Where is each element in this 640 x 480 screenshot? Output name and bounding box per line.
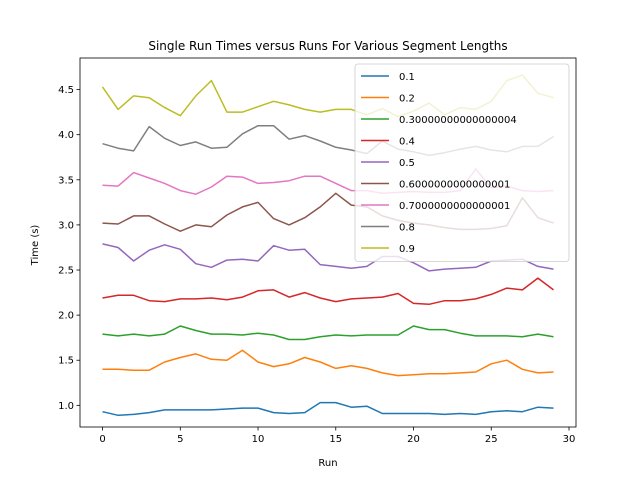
legend: 0.1 0.2 0.30000000000000004 0.4 0.5 0.6000000… (354, 63, 570, 262)
x-tick-label: 0 (99, 434, 105, 445)
series-line-4 (102, 243, 554, 272)
y-tick-label: 3.5 (58, 175, 74, 186)
legend-label-6: 0.7000000000000001 (399, 201, 510, 212)
legend-label-2: 0.30000000000000004 (399, 115, 517, 126)
series-line-3 (102, 277, 554, 306)
series-line-0 (102, 401, 554, 417)
legend-box (354, 63, 570, 262)
x-tick-label: 20 (407, 434, 420, 445)
y-tick-label: 4.5 (58, 85, 74, 96)
series-line-2 (102, 325, 554, 341)
x-tick-label: 10 (252, 434, 265, 445)
legend-label-8: 0.9 (399, 244, 415, 255)
y-axis: 1.0 1.5 2.0 2.5 3.0 3.5 4.0 4.5 (58, 85, 80, 412)
y-tick-label: 1.0 (58, 401, 74, 412)
x-axis-label: Run (318, 458, 337, 469)
y-tick-label: 2.0 (58, 311, 74, 322)
legend-label-1: 0.2 (399, 94, 415, 105)
legend-label-3: 0.4 (399, 137, 415, 148)
x-axis: 0 5 10 15 20 25 30 (99, 427, 575, 445)
y-tick-label: 1.5 (58, 356, 74, 367)
x-tick-label: 30 (563, 434, 576, 445)
x-tick-label: 5 (177, 434, 183, 445)
legend-label-4: 0.5 (399, 158, 415, 169)
y-tick-label: 4.0 (58, 130, 74, 141)
plot-frame (79, 57, 577, 428)
x-tick-label: 25 (485, 434, 498, 445)
chart-title: Single Run Times versus Runs For Various… (148, 39, 507, 53)
y-tick-label: 3.0 (58, 220, 74, 231)
series-line-1 (102, 349, 554, 377)
x-tick-label: 15 (329, 434, 342, 445)
legend-label-0: 0.1 (399, 72, 415, 83)
y-tick-label: 2.5 (58, 266, 74, 277)
y-axis-label: Time (s) (30, 225, 41, 267)
legend-label-5: 0.6000000000000001 (399, 180, 510, 191)
legend-label-7: 0.8 (399, 223, 415, 234)
